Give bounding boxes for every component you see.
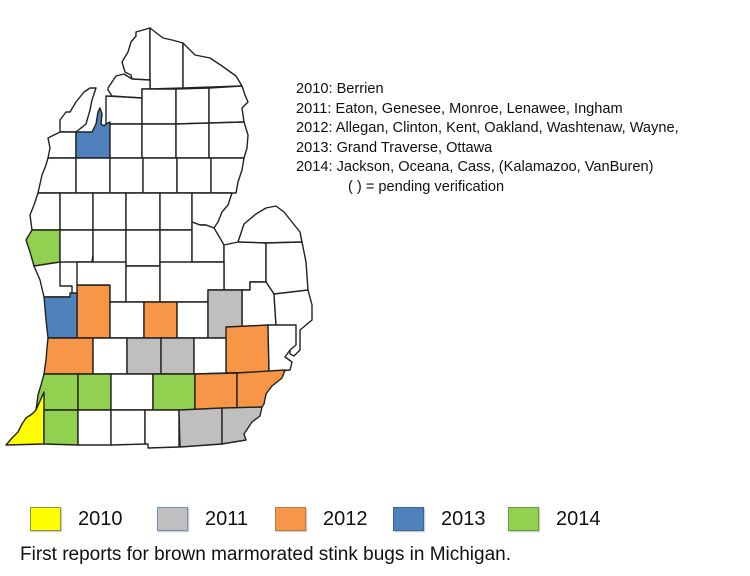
county-roscommon <box>142 157 178 194</box>
county-isabella <box>125 229 161 267</box>
county-hillsdale <box>144 409 180 449</box>
county-st-joseph <box>77 409 112 446</box>
county-jackson <box>152 373 196 411</box>
county-mason <box>29 192 61 231</box>
county-mecosta <box>92 229 127 267</box>
note-2013: 2013: Grand Traverse, Ottawa <box>296 139 493 156</box>
county-emmet <box>121 27 151 81</box>
county-wayne <box>236 369 286 409</box>
county-muskegon <box>33 261 73 298</box>
county-branch <box>110 409 146 446</box>
county-barry <box>92 337 128 375</box>
note-2010: 2010: Berrien <box>296 81 384 97</box>
legend-label-2014: 2014 <box>556 507 601 530</box>
note-2014: 2014: Jackson, Oceana, Cass, (Kalamazoo,… <box>296 159 654 176</box>
county-kent <box>76 284 111 339</box>
county-cheboygan <box>149 27 184 90</box>
county-macomb <box>267 324 297 373</box>
county-crawford <box>141 123 177 159</box>
county-presque-isle <box>182 42 243 89</box>
county-newaygo <box>59 229 94 263</box>
legend-label-2012: 2012 <box>323 507 368 530</box>
legend-item-2012: 2012 <box>275 507 368 531</box>
county-benzie <box>47 131 77 159</box>
county-manistee <box>37 157 77 194</box>
first-report-notes: 2010: Berrien 2011: Eaton, Genesee, Monr… <box>296 80 679 198</box>
legend-item-2014: 2014 <box>508 507 601 531</box>
county-huron <box>237 205 303 244</box>
county-leelanau <box>59 87 97 133</box>
county-gratiot <box>125 265 161 303</box>
county-missaukee <box>109 157 144 194</box>
county-clinton <box>143 301 178 339</box>
legend-swatch-2011 <box>157 507 188 531</box>
legend-label-2011: 2011 <box>205 507 249 530</box>
michigan-county-map <box>5 27 313 449</box>
county-iosco <box>210 157 245 194</box>
county-ingham <box>160 337 195 375</box>
county-monroe <box>221 406 263 445</box>
legend-swatch-2010 <box>30 507 61 531</box>
legend-item-2010: 2010 <box>30 507 123 531</box>
county-oakland <box>225 324 270 374</box>
note-pending: ( ) = pending verification <box>348 178 505 195</box>
county-ionia <box>109 301 145 339</box>
legend-label-2013: 2013 <box>441 507 486 530</box>
county-kalkaska <box>109 123 143 159</box>
county-bay <box>191 221 225 263</box>
county-ogemaw <box>176 157 212 194</box>
legend-item-2013: 2013 <box>393 507 486 531</box>
county-lenawee <box>178 407 223 448</box>
county-shiawassee <box>176 301 209 339</box>
county-eaton <box>126 337 162 375</box>
county-montmorency <box>175 87 210 125</box>
county-sanilac <box>265 241 309 295</box>
county-arenac <box>191 192 233 229</box>
county-oscoda <box>175 122 210 159</box>
county-cass <box>43 409 79 446</box>
legend-label-2010: 2010 <box>78 507 123 530</box>
county-gladwin <box>159 192 193 231</box>
county-osceola <box>92 192 127 231</box>
county-alcona <box>208 121 249 159</box>
legend-swatch-2013 <box>393 507 424 531</box>
legend-swatch-2012 <box>275 507 306 531</box>
county-calhoun <box>110 373 154 411</box>
legend-swatch-2014 <box>508 507 539 531</box>
county-oceana <box>25 229 61 267</box>
legend-item-2011: 2011 <box>157 507 248 531</box>
county-kalamazoo <box>77 373 112 411</box>
note-2011: 2011: Eaton, Genesee, Monroe, Lenawee, I… <box>296 100 623 117</box>
county-midland <box>159 229 193 267</box>
county-lake <box>59 192 94 231</box>
county-wexford <box>75 157 111 194</box>
county-antrim <box>105 95 143 125</box>
county-ottawa <box>43 292 78 339</box>
county-alpena <box>208 85 249 124</box>
county-otsego <box>141 88 177 125</box>
figure-caption: First reports for brown marmorated stink… <box>20 544 512 565</box>
county-washtenaw <box>194 372 238 411</box>
legend: 2010 2011 2012 2013 2014 <box>0 507 750 537</box>
county-clare <box>125 192 161 231</box>
county-allegan <box>43 337 94 375</box>
note-2012: 2012: Allegan, Clinton, Kent, Oakland, W… <box>296 120 679 137</box>
county-livingston <box>193 337 227 375</box>
